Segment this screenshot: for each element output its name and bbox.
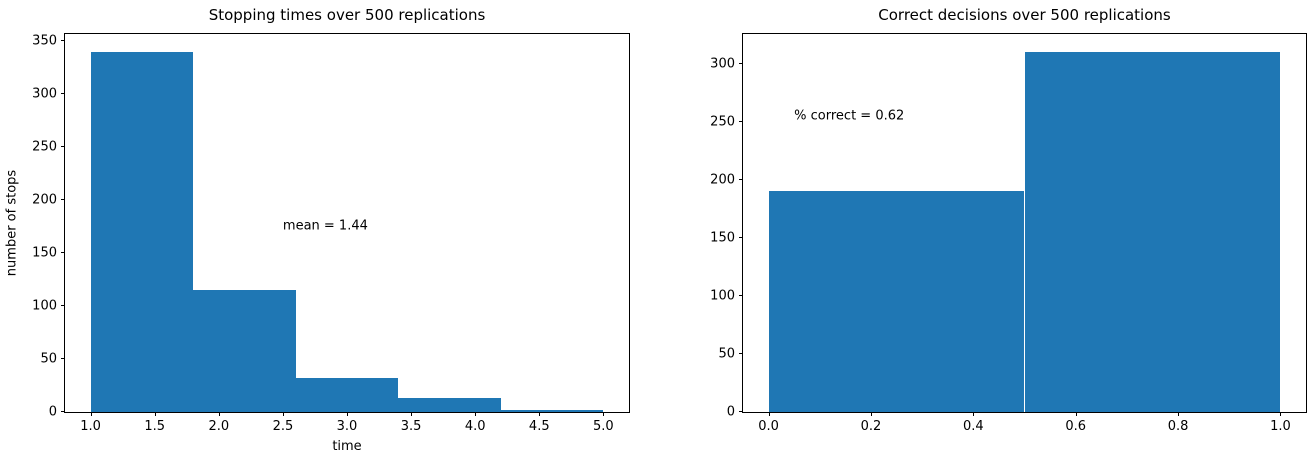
- x-tick-label: 0.0: [758, 419, 779, 434]
- x-tick-label: 0.4: [962, 419, 984, 434]
- x-tick-mark: [347, 412, 348, 416]
- y-tick-mark: [61, 252, 65, 254]
- x-tick-mark: [1178, 412, 1180, 416]
- y-tick-mark: [739, 236, 743, 238]
- x-axis-label: time: [332, 439, 362, 454]
- y-tick-mark: [61, 40, 65, 42]
- x-tick-label: 4.5: [528, 419, 550, 434]
- x-tick-mark: [768, 412, 770, 416]
- x-tick-label: 1.0: [80, 419, 101, 434]
- y-tick-label: 250: [32, 139, 57, 155]
- y-tick-label: 0: [48, 404, 57, 420]
- x-tick-label: 2.0: [208, 419, 230, 434]
- y-tick-label: 350: [32, 33, 57, 49]
- subplot-correct-decisions: Correct decisions over 500 replications …: [710, 6, 1307, 434]
- y-tick-label: 250: [710, 114, 735, 130]
- y-tick-label: 200: [32, 192, 57, 208]
- annotation-text: mean = 1.44: [282, 218, 368, 234]
- chart-title: Correct decisions over 500 replications: [878, 6, 1171, 24]
- subplot-stopping-times: Stopping times over 500 replications num…: [5, 6, 630, 454]
- y-tick-mark: [61, 93, 65, 95]
- y-tick-label: 100: [32, 298, 57, 314]
- x-tick-mark: [973, 412, 975, 416]
- x-tick-label: 1.0: [1270, 419, 1291, 434]
- y-tick-mark: [739, 178, 743, 180]
- x-tick-label: 0.6: [1065, 419, 1087, 434]
- x-tick-mark: [1075, 412, 1077, 416]
- y-tick-label: 0: [726, 404, 735, 420]
- annotation-text: % correct = 0.62: [794, 108, 905, 124]
- y-tick-mark: [739, 120, 743, 122]
- y-tick-mark: [61, 358, 65, 360]
- x-tick-label: 5.0: [593, 419, 614, 434]
- y-tick-mark: [739, 294, 743, 296]
- histogram-bar: [500, 409, 604, 412]
- plot-area: 1.0 1.5 2.0 2.5 3.0 3.5 4.0 4.5 5.0 0 50 100 150 200 2…: [32, 33, 630, 434]
- y-tick-label: 50: [718, 346, 735, 362]
- x-tick-label: 0.8: [1167, 419, 1189, 434]
- y-tick-label: 50: [40, 351, 57, 367]
- histogram-bar: [193, 290, 296, 412]
- x-tick-mark: [90, 412, 92, 416]
- y-tick-mark: [61, 305, 65, 307]
- x-tick-mark: [539, 412, 541, 416]
- y-tick-label: 150: [710, 230, 735, 246]
- y-tick-mark: [739, 62, 743, 64]
- x-tick-mark: [218, 412, 220, 416]
- x-tick-label: 3.0: [336, 419, 358, 434]
- y-tick-label: 100: [710, 288, 735, 304]
- x-tick-mark: [1280, 412, 1282, 416]
- histogram-bar: [90, 52, 194, 412]
- y-tick-label: 200: [710, 172, 735, 188]
- x-tick-label: 4.0: [464, 419, 486, 434]
- y-tick-mark: [739, 411, 743, 412]
- x-tick-mark: [870, 412, 872, 416]
- y-tick-label: 300: [710, 56, 735, 72]
- chart-title: Stopping times over 500 replications: [208, 6, 486, 24]
- histogram-bar: [398, 398, 501, 412]
- histogram-bar: [1024, 52, 1281, 412]
- y-tick-mark: [739, 352, 743, 354]
- x-tick-mark: [411, 412, 413, 416]
- histogram-bar: [768, 191, 1025, 412]
- x-tick-mark: [475, 412, 477, 416]
- x-tick-label: 0.2: [860, 419, 882, 434]
- y-tick-mark: [61, 146, 65, 148]
- y-axis-label: number of stops: [4, 169, 20, 277]
- x-tick-mark: [154, 412, 156, 416]
- histogram-bar: [295, 378, 399, 412]
- x-tick-mark: [282, 412, 284, 416]
- x-tick-label: 2.5: [272, 419, 294, 434]
- plot-area: 0.0 0.2 0.4 0.6 0.8 1.0 0 50 100 150 200 250 300 % co…: [710, 33, 1307, 434]
- x-tick-mark: [603, 412, 605, 416]
- y-tick-mark: [61, 411, 65, 412]
- y-tick-mark: [61, 199, 65, 201]
- y-tick-label: 300: [32, 86, 57, 102]
- x-tick-label: 3.5: [400, 419, 422, 434]
- x-tick-label: 1.5: [144, 419, 166, 434]
- y-tick-label: 150: [32, 245, 57, 261]
